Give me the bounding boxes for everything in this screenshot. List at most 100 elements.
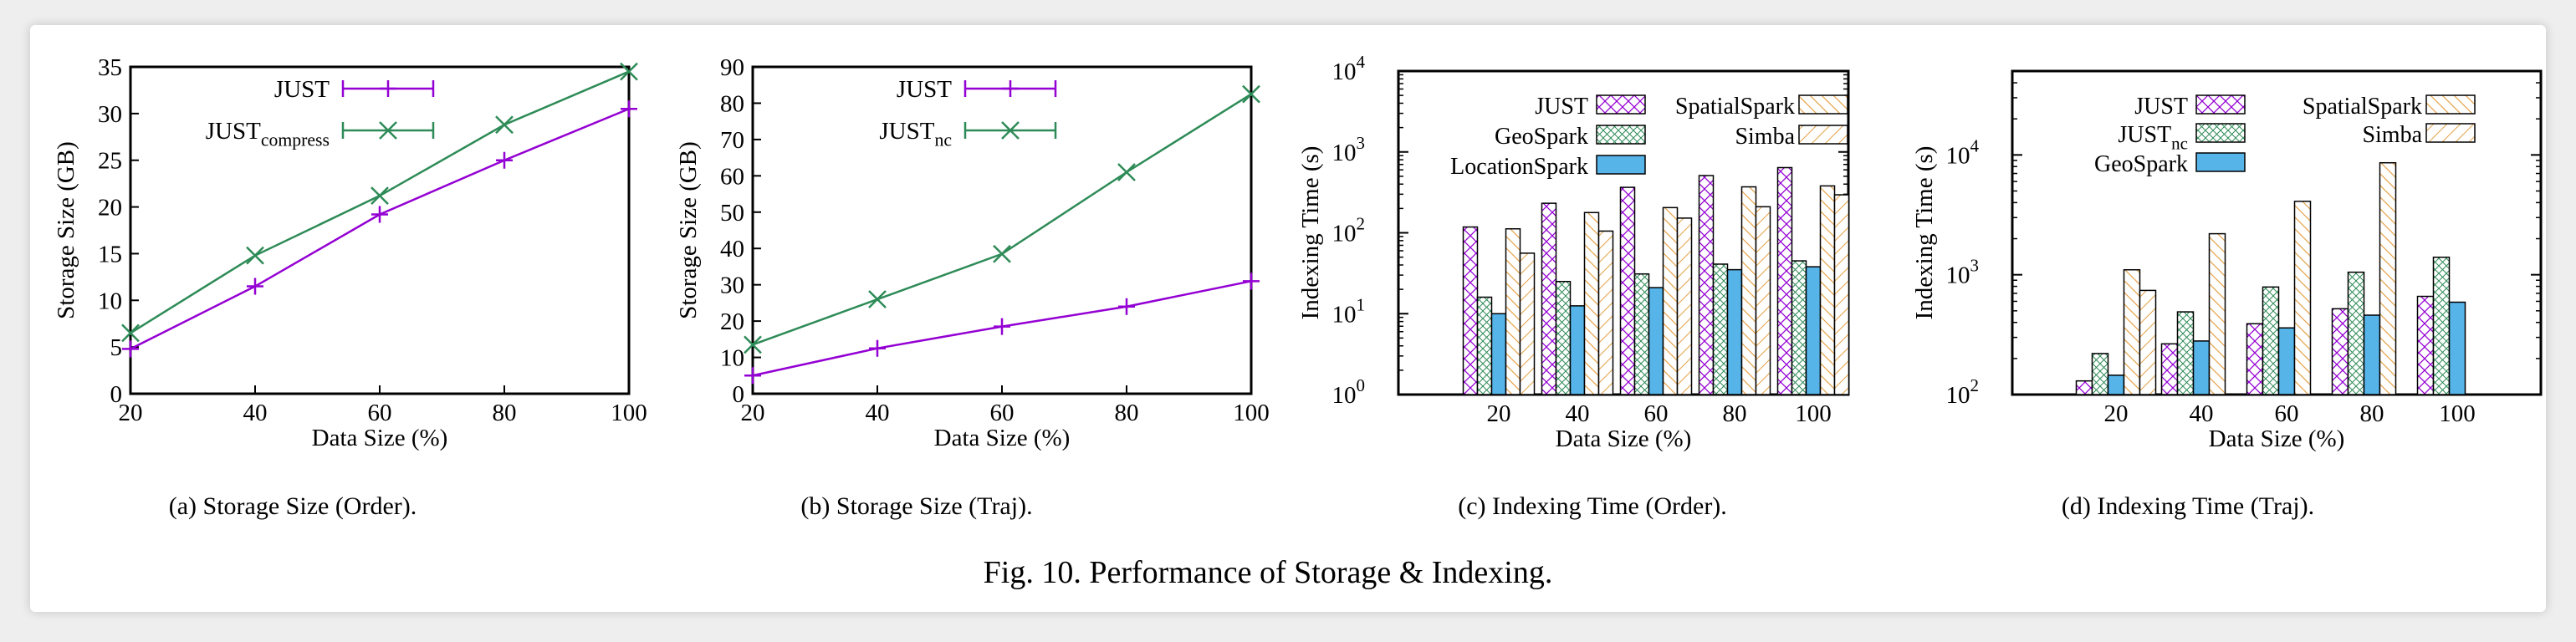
y-tick-exp: 0	[1357, 375, 1366, 395]
bar	[1726, 268, 1743, 395]
y-tick-label: 102	[1332, 214, 1366, 247]
y-tick-label: 50	[720, 200, 744, 227]
bar	[1462, 226, 1479, 395]
y-tick-label: 103	[1332, 133, 1366, 166]
legend-label-main: JUST	[1535, 94, 1588, 120]
bar	[2262, 286, 2280, 395]
data-point	[993, 244, 1011, 263]
y-tick-base: 10	[1946, 142, 1970, 169]
bar	[2331, 308, 2349, 395]
legend-label-main: JUST	[897, 76, 952, 103]
legend-swatch	[1798, 125, 1848, 145]
x-tick-label: 100	[1795, 400, 1832, 427]
subcaption-c: (c) Indexing Time (Order).	[1458, 492, 1727, 520]
legend-label: JUST	[2134, 94, 2188, 120]
legend-label-main: Simba	[2362, 122, 2422, 148]
bar	[2363, 314, 2381, 395]
y-tick-label: 0	[733, 381, 745, 408]
legend-label-sub: nc	[2171, 133, 2188, 153]
x-tick-label: 100	[1233, 400, 1270, 426]
series-line	[130, 108, 630, 350]
x-tick-label: 40	[2190, 400, 2214, 427]
bar	[2277, 327, 2296, 395]
x-tick-label: 80	[1723, 400, 1747, 427]
series-line	[130, 70, 630, 334]
x-tick-label: 80	[1115, 400, 1139, 426]
bar	[2379, 161, 2397, 395]
bar	[1712, 263, 1729, 395]
y-tick-base: 10	[1332, 140, 1357, 166]
x-tick-label: 80	[493, 400, 517, 426]
data-point	[1243, 273, 1260, 290]
y-tick-label: 20	[98, 195, 122, 222]
data-point	[371, 206, 388, 223]
bar	[2176, 311, 2195, 395]
legend-label-main: JUST	[206, 118, 261, 145]
x-tick-label: 20	[2104, 400, 2129, 427]
data-point	[1242, 84, 1260, 104]
x-axis-label: Data Size (%)	[1556, 425, 1692, 452]
legend-label: JUSTnc	[2118, 122, 2188, 153]
bar	[1555, 280, 1572, 395]
bar	[1662, 206, 1679, 395]
legend-marker	[379, 121, 397, 140]
legend-marker	[380, 80, 396, 97]
data-point	[621, 100, 637, 118]
x-tick-label: 20	[1487, 400, 1511, 427]
legend-label-main: Simba	[1735, 124, 1795, 150]
y-tick-label: 15	[98, 241, 122, 268]
bar	[1805, 266, 1822, 395]
y-tick-label: 10	[98, 288, 122, 314]
y-tick-base: 10	[1332, 301, 1357, 328]
figure: 0 5 10 15 20 25 30 35 20 40 60 80 100 Data Size (%) St…	[30, 25, 2546, 612]
bar	[2347, 271, 2365, 395]
y-tick-base: 10	[1332, 382, 1357, 409]
x-tick-label: 40	[243, 400, 268, 426]
x-axis-label: Data Size (%)	[312, 425, 448, 451]
bar	[2416, 295, 2435, 395]
x-tick-label: 20	[741, 400, 765, 426]
legend-label-sub: compress	[261, 130, 330, 150]
bar	[1648, 287, 1664, 395]
data-point	[495, 115, 514, 135]
legend-label: LocationSpark	[1450, 154, 1588, 180]
legend-label: JUSTnc	[879, 118, 952, 150]
bar	[1583, 211, 1600, 395]
y-tick-label: 20	[720, 308, 744, 335]
y-tick-exp: 4	[1357, 52, 1366, 72]
data-point	[246, 246, 264, 265]
x-tick-label: 100	[611, 400, 647, 426]
bar	[1476, 296, 1493, 395]
y-tick-label: 5	[110, 334, 123, 361]
y-axis-label: Indexing Time (s)	[1911, 146, 1938, 320]
bar	[2091, 353, 2109, 395]
y-tick-label: 30	[720, 273, 744, 299]
bar	[1698, 175, 1715, 395]
legend-swatch	[2425, 123, 2476, 143]
data-point	[869, 339, 886, 357]
data-point	[994, 318, 1010, 335]
legend-label: Simba	[2362, 122, 2422, 148]
figure-caption: Fig. 10. Performance of Storage & Indexi…	[984, 555, 1553, 590]
data-point	[744, 335, 762, 354]
chart-storage-order: 0 5 10 15 20 25 30 35 20 40 60 80 100 Data Size (%) St…	[53, 54, 647, 451]
legend-label-main: LocationSpark	[1450, 154, 1588, 180]
bar	[1740, 186, 1757, 395]
series-line	[752, 93, 1252, 346]
y-tick-exp: 3	[1970, 256, 1980, 276]
bar	[2075, 380, 2093, 395]
data-point	[1117, 163, 1136, 181]
subcaption-b: (b) Storage Size (Traj).	[800, 492, 1032, 520]
y-tick-label: 30	[98, 101, 122, 128]
x-axis-label: Data Size (%)	[934, 425, 1071, 451]
x-tick-label: 60	[1644, 400, 1669, 427]
legend-label-main: GeoSpark	[1495, 124, 1588, 150]
legend-label: GeoSpark	[1495, 124, 1588, 150]
legend-swatch	[2425, 94, 2476, 115]
legend-label-main: SpatialSpark	[1675, 94, 1795, 120]
legend-label: JUST	[274, 76, 330, 103]
legend-label: JUST	[897, 76, 952, 103]
y-tick-label: 70	[720, 127, 744, 154]
bar	[1633, 273, 1650, 395]
